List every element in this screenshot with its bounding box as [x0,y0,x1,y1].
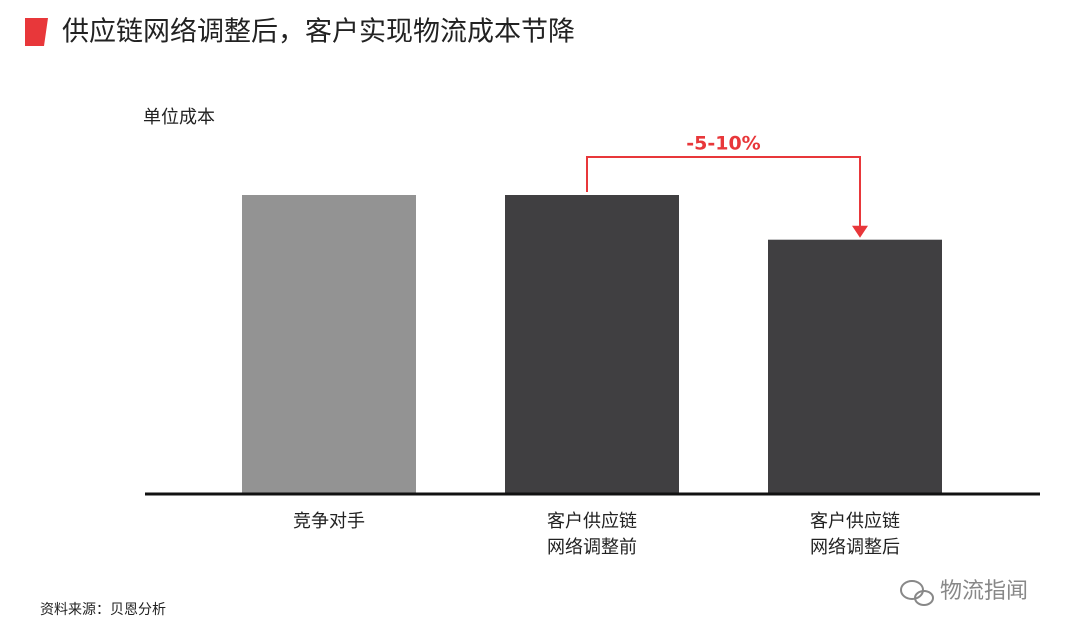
annotation: -5-10% [686,133,760,155]
change-arrow [586,156,861,228]
x-tick-label: 客户供应链 网络调整前 [547,511,637,558]
bar [768,239,942,493]
chart-title: 供应链网络调整后，客户实现物流成本节降 [62,17,575,48]
x-tick-label: 客户供应链 网络调整后 [810,511,900,558]
y-axis-label: 单位成本 [143,107,215,128]
source: 资料来源：贝恩分析 [40,602,166,618]
bar [505,195,679,493]
title-icon [25,18,48,46]
watermark-icon [900,580,934,606]
watermark: 物流指闻 [940,579,1028,604]
bar [242,195,416,493]
arrow-head [852,225,868,238]
x-tick-label: 竞争对手 [293,511,365,532]
